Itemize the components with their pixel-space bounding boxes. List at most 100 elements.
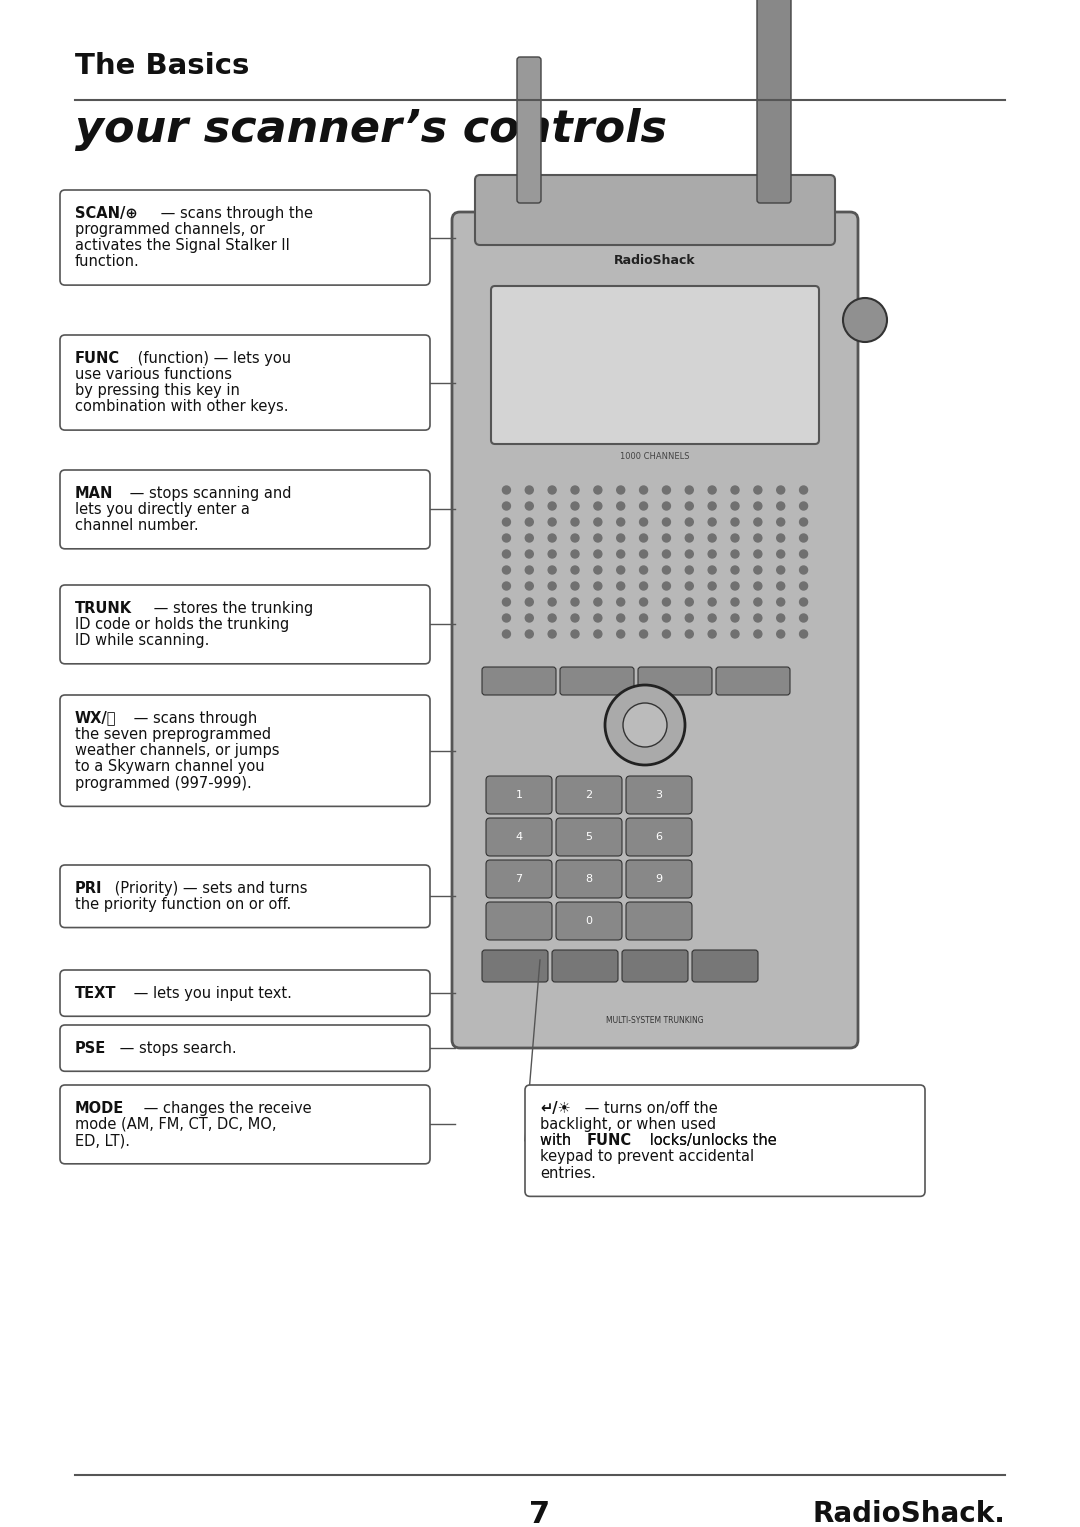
Circle shape xyxy=(662,631,671,638)
Text: keypad to prevent accidental: keypad to prevent accidental xyxy=(540,1150,754,1165)
FancyBboxPatch shape xyxy=(626,776,692,814)
Circle shape xyxy=(777,502,785,510)
Circle shape xyxy=(777,534,785,542)
Circle shape xyxy=(731,502,739,510)
Text: with: with xyxy=(540,1133,576,1148)
Circle shape xyxy=(549,518,556,525)
Circle shape xyxy=(617,567,624,574)
Text: locks/unlocks the: locks/unlocks the xyxy=(645,1133,777,1148)
Circle shape xyxy=(571,550,579,557)
Circle shape xyxy=(525,631,534,638)
Circle shape xyxy=(525,567,534,574)
Circle shape xyxy=(799,631,808,638)
FancyBboxPatch shape xyxy=(60,1086,430,1164)
Circle shape xyxy=(754,502,761,510)
Circle shape xyxy=(623,702,667,747)
FancyBboxPatch shape xyxy=(453,212,858,1048)
Text: 0: 0 xyxy=(585,916,593,925)
Circle shape xyxy=(777,599,785,606)
Circle shape xyxy=(525,550,534,557)
Circle shape xyxy=(594,582,602,589)
Text: 6: 6 xyxy=(656,832,662,841)
Text: combination with other keys.: combination with other keys. xyxy=(75,400,288,414)
Text: MULTI-SYSTEM TRUNKING: MULTI-SYSTEM TRUNKING xyxy=(606,1015,704,1025)
FancyBboxPatch shape xyxy=(757,0,791,203)
Circle shape xyxy=(686,550,693,557)
FancyBboxPatch shape xyxy=(60,1025,430,1072)
Circle shape xyxy=(731,614,739,621)
FancyBboxPatch shape xyxy=(60,334,430,431)
FancyBboxPatch shape xyxy=(486,776,552,814)
Text: the priority function on or off.: the priority function on or off. xyxy=(75,896,292,912)
Text: ED, LT).: ED, LT). xyxy=(75,1133,130,1148)
Circle shape xyxy=(502,599,511,606)
Circle shape xyxy=(571,631,579,638)
FancyBboxPatch shape xyxy=(626,902,692,941)
Circle shape xyxy=(594,567,602,574)
Circle shape xyxy=(549,502,556,510)
Circle shape xyxy=(549,550,556,557)
Circle shape xyxy=(662,599,671,606)
Circle shape xyxy=(799,534,808,542)
Circle shape xyxy=(777,582,785,589)
Circle shape xyxy=(617,518,624,525)
FancyBboxPatch shape xyxy=(716,667,789,695)
Circle shape xyxy=(502,631,511,638)
FancyBboxPatch shape xyxy=(552,950,618,982)
Circle shape xyxy=(571,486,579,495)
FancyBboxPatch shape xyxy=(60,864,430,927)
Text: to a Skywarn channel you: to a Skywarn channel you xyxy=(75,759,265,774)
Circle shape xyxy=(754,486,761,495)
Circle shape xyxy=(571,567,579,574)
FancyBboxPatch shape xyxy=(486,902,552,941)
FancyBboxPatch shape xyxy=(517,56,541,203)
Circle shape xyxy=(525,518,534,525)
Circle shape xyxy=(549,567,556,574)
Text: — stops scanning and: — stops scanning and xyxy=(124,486,291,501)
Text: 1000 CHANNELS: 1000 CHANNELS xyxy=(620,452,690,461)
Circle shape xyxy=(639,502,648,510)
Circle shape xyxy=(617,582,624,589)
Text: activates the Signal Stalker II: activates the Signal Stalker II xyxy=(75,238,289,253)
Circle shape xyxy=(594,502,602,510)
FancyBboxPatch shape xyxy=(60,585,430,664)
Circle shape xyxy=(594,614,602,621)
FancyBboxPatch shape xyxy=(561,667,634,695)
Text: 3: 3 xyxy=(656,789,662,800)
Circle shape xyxy=(525,486,534,495)
Text: — lets you input text.: — lets you input text. xyxy=(129,985,292,1000)
Circle shape xyxy=(639,518,648,525)
Circle shape xyxy=(639,582,648,589)
Text: programmed (997-999).: programmed (997-999). xyxy=(75,776,252,791)
Circle shape xyxy=(708,550,716,557)
FancyBboxPatch shape xyxy=(626,860,692,898)
Circle shape xyxy=(662,518,671,525)
Text: The Basics: The Basics xyxy=(75,52,249,79)
Circle shape xyxy=(639,631,648,638)
Circle shape xyxy=(708,518,716,525)
Text: — scans through the: — scans through the xyxy=(156,206,313,220)
Text: (Priority) — sets and turns: (Priority) — sets and turns xyxy=(110,881,308,896)
Circle shape xyxy=(594,486,602,495)
Circle shape xyxy=(731,550,739,557)
Circle shape xyxy=(708,502,716,510)
Circle shape xyxy=(708,486,716,495)
Circle shape xyxy=(662,614,671,621)
Circle shape xyxy=(777,518,785,525)
Text: with: with xyxy=(540,1133,576,1148)
Circle shape xyxy=(799,614,808,621)
Circle shape xyxy=(799,502,808,510)
FancyBboxPatch shape xyxy=(475,176,835,244)
Circle shape xyxy=(525,582,534,589)
Text: RadioShack: RadioShack xyxy=(615,253,696,267)
Text: by pressing this key in: by pressing this key in xyxy=(75,383,240,399)
FancyBboxPatch shape xyxy=(556,860,622,898)
Text: mode (AM, FM, CT, DC, MO,: mode (AM, FM, CT, DC, MO, xyxy=(75,1116,276,1132)
Circle shape xyxy=(571,599,579,606)
Text: SCAN/⊕: SCAN/⊕ xyxy=(75,206,137,220)
FancyBboxPatch shape xyxy=(482,950,548,982)
Text: RadioShack.: RadioShack. xyxy=(812,1500,1005,1527)
FancyBboxPatch shape xyxy=(556,818,622,857)
Text: the seven preprogrammed: the seven preprogrammed xyxy=(75,727,271,742)
Circle shape xyxy=(686,567,693,574)
